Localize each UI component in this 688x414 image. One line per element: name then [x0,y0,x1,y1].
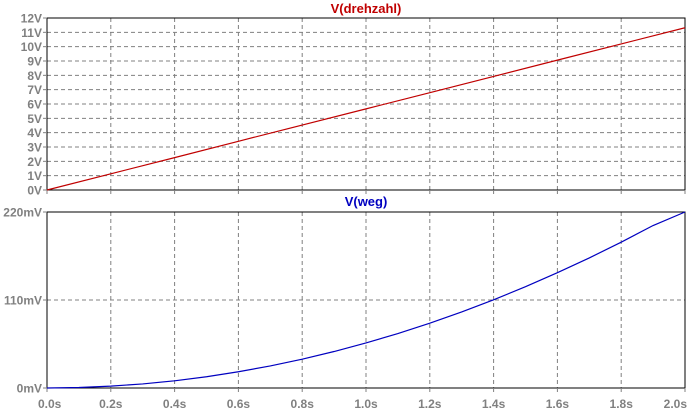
y-tick-label: 0V [27,184,42,198]
y-tick-label: 10V [21,40,42,54]
y-tick-label: 11V [21,26,42,40]
trace-title[interactable]: V(weg) [345,194,388,209]
x-tick-label: 1.8s [610,397,634,411]
y-tick-label: 220mV [3,206,42,220]
y-tick-label: 9V [27,55,42,69]
y-tick-label: 0mV [17,382,42,396]
x-tick-label: 2.0s [664,397,688,411]
x-tick-label: 0.4s [163,397,187,411]
x-tick-label: 1.0s [354,397,378,411]
y-tick-label: 6V [27,98,42,112]
y-tick-label: 1V [27,169,42,183]
y-tick-label: 5V [27,112,42,126]
x-tick-label: 0.8s [291,397,315,411]
x-tick-label: 1.4s [482,397,506,411]
y-tick-label: 12V [21,12,42,26]
x-tick-label: 0.6s [227,397,251,411]
plot-pane-weg[interactable]: V(weg) 0mV 110mV 220mV 0.0s 0.2s 0.4s 0.6s 0.8s 1… [3,194,687,411]
x-tick-label: 0.2s [99,397,123,411]
y-tick-label: 7V [27,83,42,97]
y-tick-label: 8V [27,69,42,83]
trace-line [46,27,686,191]
y-tick-label: 2V [27,155,42,169]
x-tick-label: 1.2s [418,397,442,411]
y-tick-label: 4V [27,126,42,140]
trace-line [46,211,686,389]
x-tick-label: 0.0s [38,397,62,411]
y-tick-label: 110mV [4,294,42,308]
y-tick-label: 3V [27,141,42,155]
x-tick-label: 1.6s [546,397,570,411]
trace-title[interactable]: V(drehzahl) [331,1,402,16]
